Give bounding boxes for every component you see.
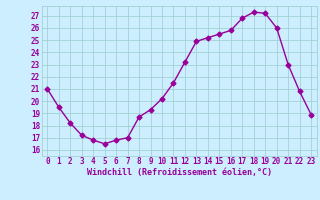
X-axis label: Windchill (Refroidissement éolien,°C): Windchill (Refroidissement éolien,°C) xyxy=(87,168,272,177)
